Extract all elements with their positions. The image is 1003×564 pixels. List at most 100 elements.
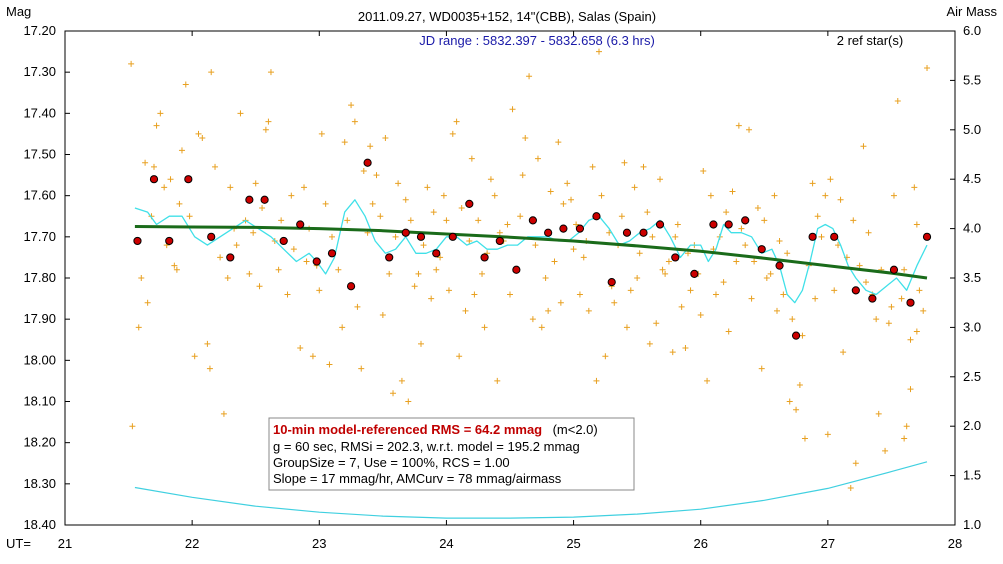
group-average-point	[296, 220, 305, 229]
scatter-point	[903, 423, 910, 430]
scatter-point	[208, 69, 215, 76]
scatter-point	[167, 176, 174, 183]
scatter-point	[507, 291, 513, 298]
scatter-point	[669, 349, 676, 356]
group-average-point	[709, 220, 718, 229]
scatter-point	[265, 118, 272, 125]
group-average-point	[655, 220, 665, 229]
scatter-point	[358, 365, 365, 372]
group-average-point	[416, 232, 426, 241]
group-average-point	[432, 249, 441, 258]
scatter-point	[589, 163, 596, 170]
group-average-point	[607, 278, 616, 287]
airmass-curve	[134, 461, 928, 519]
scatter-point	[309, 353, 316, 360]
scatter-point	[471, 291, 478, 298]
chart-title: 2011.09.27, WD0035+152, 14"(CBB), Salas …	[358, 9, 656, 24]
scatter-point	[733, 258, 740, 265]
scatter-point	[212, 163, 219, 170]
scatter-point	[784, 250, 791, 257]
y-right-tick-label: 6.0	[963, 23, 981, 38]
scatter-point	[479, 270, 486, 277]
group-average-point	[559, 224, 568, 233]
scatter-point	[153, 122, 160, 129]
scatter-point	[809, 180, 816, 187]
scatter-point	[290, 246, 297, 253]
scatter-point	[894, 97, 901, 104]
scatter-point	[415, 270, 422, 277]
group-average-point	[346, 282, 356, 291]
scatter-point	[542, 275, 549, 281]
y-left-tick-label: 17.50	[23, 147, 56, 162]
scatter-point	[748, 295, 755, 302]
scatter-point	[585, 307, 592, 314]
group-average-point	[279, 236, 288, 246]
group-average-point	[741, 216, 750, 225]
scatter-point	[227, 184, 234, 191]
scatter-point	[151, 163, 157, 170]
scatter-point	[420, 242, 427, 249]
scatter-point	[636, 250, 643, 257]
group-average-point	[592, 212, 601, 221]
scatter-point	[532, 242, 539, 249]
scatter-point	[233, 242, 240, 249]
scatter-point	[341, 139, 348, 146]
scatter-point	[504, 221, 511, 228]
scatter-point	[596, 48, 602, 55]
rms-condition: (m<2.0)	[553, 422, 598, 437]
scatter-point	[456, 353, 463, 360]
scatter-point	[430, 209, 437, 216]
scatter-point	[335, 266, 342, 273]
scatter-point	[128, 60, 135, 67]
scatter-point	[369, 200, 376, 207]
scatter-point	[259, 205, 266, 212]
scatter-point	[135, 324, 142, 331]
group-average-point	[906, 298, 915, 307]
scatter-point	[491, 192, 498, 199]
x-axis-label: UT=	[6, 536, 31, 551]
group-average-point	[528, 216, 537, 225]
scatter-point	[278, 217, 285, 224]
scatter-point	[367, 143, 374, 150]
scatter-point	[697, 312, 704, 319]
scatter-point	[687, 287, 694, 294]
scatter-point	[704, 377, 711, 384]
scatter-point	[526, 73, 533, 80]
scatter-point	[252, 180, 259, 187]
group-average-point	[327, 249, 337, 258]
plot-frame	[64, 30, 956, 526]
scatter-point	[475, 217, 482, 224]
group-average-point	[639, 228, 648, 237]
group-average-point	[544, 228, 553, 237]
scatter-point	[522, 135, 529, 142]
scatter-point	[481, 324, 488, 331]
info-line-3: GroupSize = 7, Use = 100%, RCS = 1.00	[273, 455, 510, 470]
scatter-point	[789, 316, 796, 323]
group-average-point	[922, 232, 932, 241]
y-left-tick-label: 18.10	[23, 394, 56, 409]
scatter-point	[767, 270, 774, 277]
scatter-point	[303, 258, 310, 265]
y-right-tick-label: 2.0	[963, 418, 981, 433]
scatter-point	[237, 110, 244, 117]
scatter-point	[674, 221, 681, 228]
scatter-point	[411, 283, 418, 290]
scatter-point	[466, 237, 473, 244]
scatter-point	[814, 213, 821, 220]
scatter-point	[924, 65, 931, 72]
scatter-point	[875, 410, 882, 417]
scatter-point	[424, 184, 431, 191]
scatter-point	[738, 225, 745, 232]
y-left-tick-label: 17.60	[23, 188, 56, 203]
scatter-point	[129, 423, 136, 430]
scatter-point	[534, 155, 541, 162]
scatter-point	[725, 328, 732, 335]
scatter-point	[161, 184, 168, 191]
scatter-point	[665, 258, 672, 265]
scatter-point	[256, 283, 263, 290]
scatter-point	[776, 237, 783, 244]
scatter-point	[818, 233, 825, 240]
scatter-point	[774, 307, 780, 314]
group-average-point	[851, 286, 860, 295]
group-average-point	[671, 253, 680, 262]
